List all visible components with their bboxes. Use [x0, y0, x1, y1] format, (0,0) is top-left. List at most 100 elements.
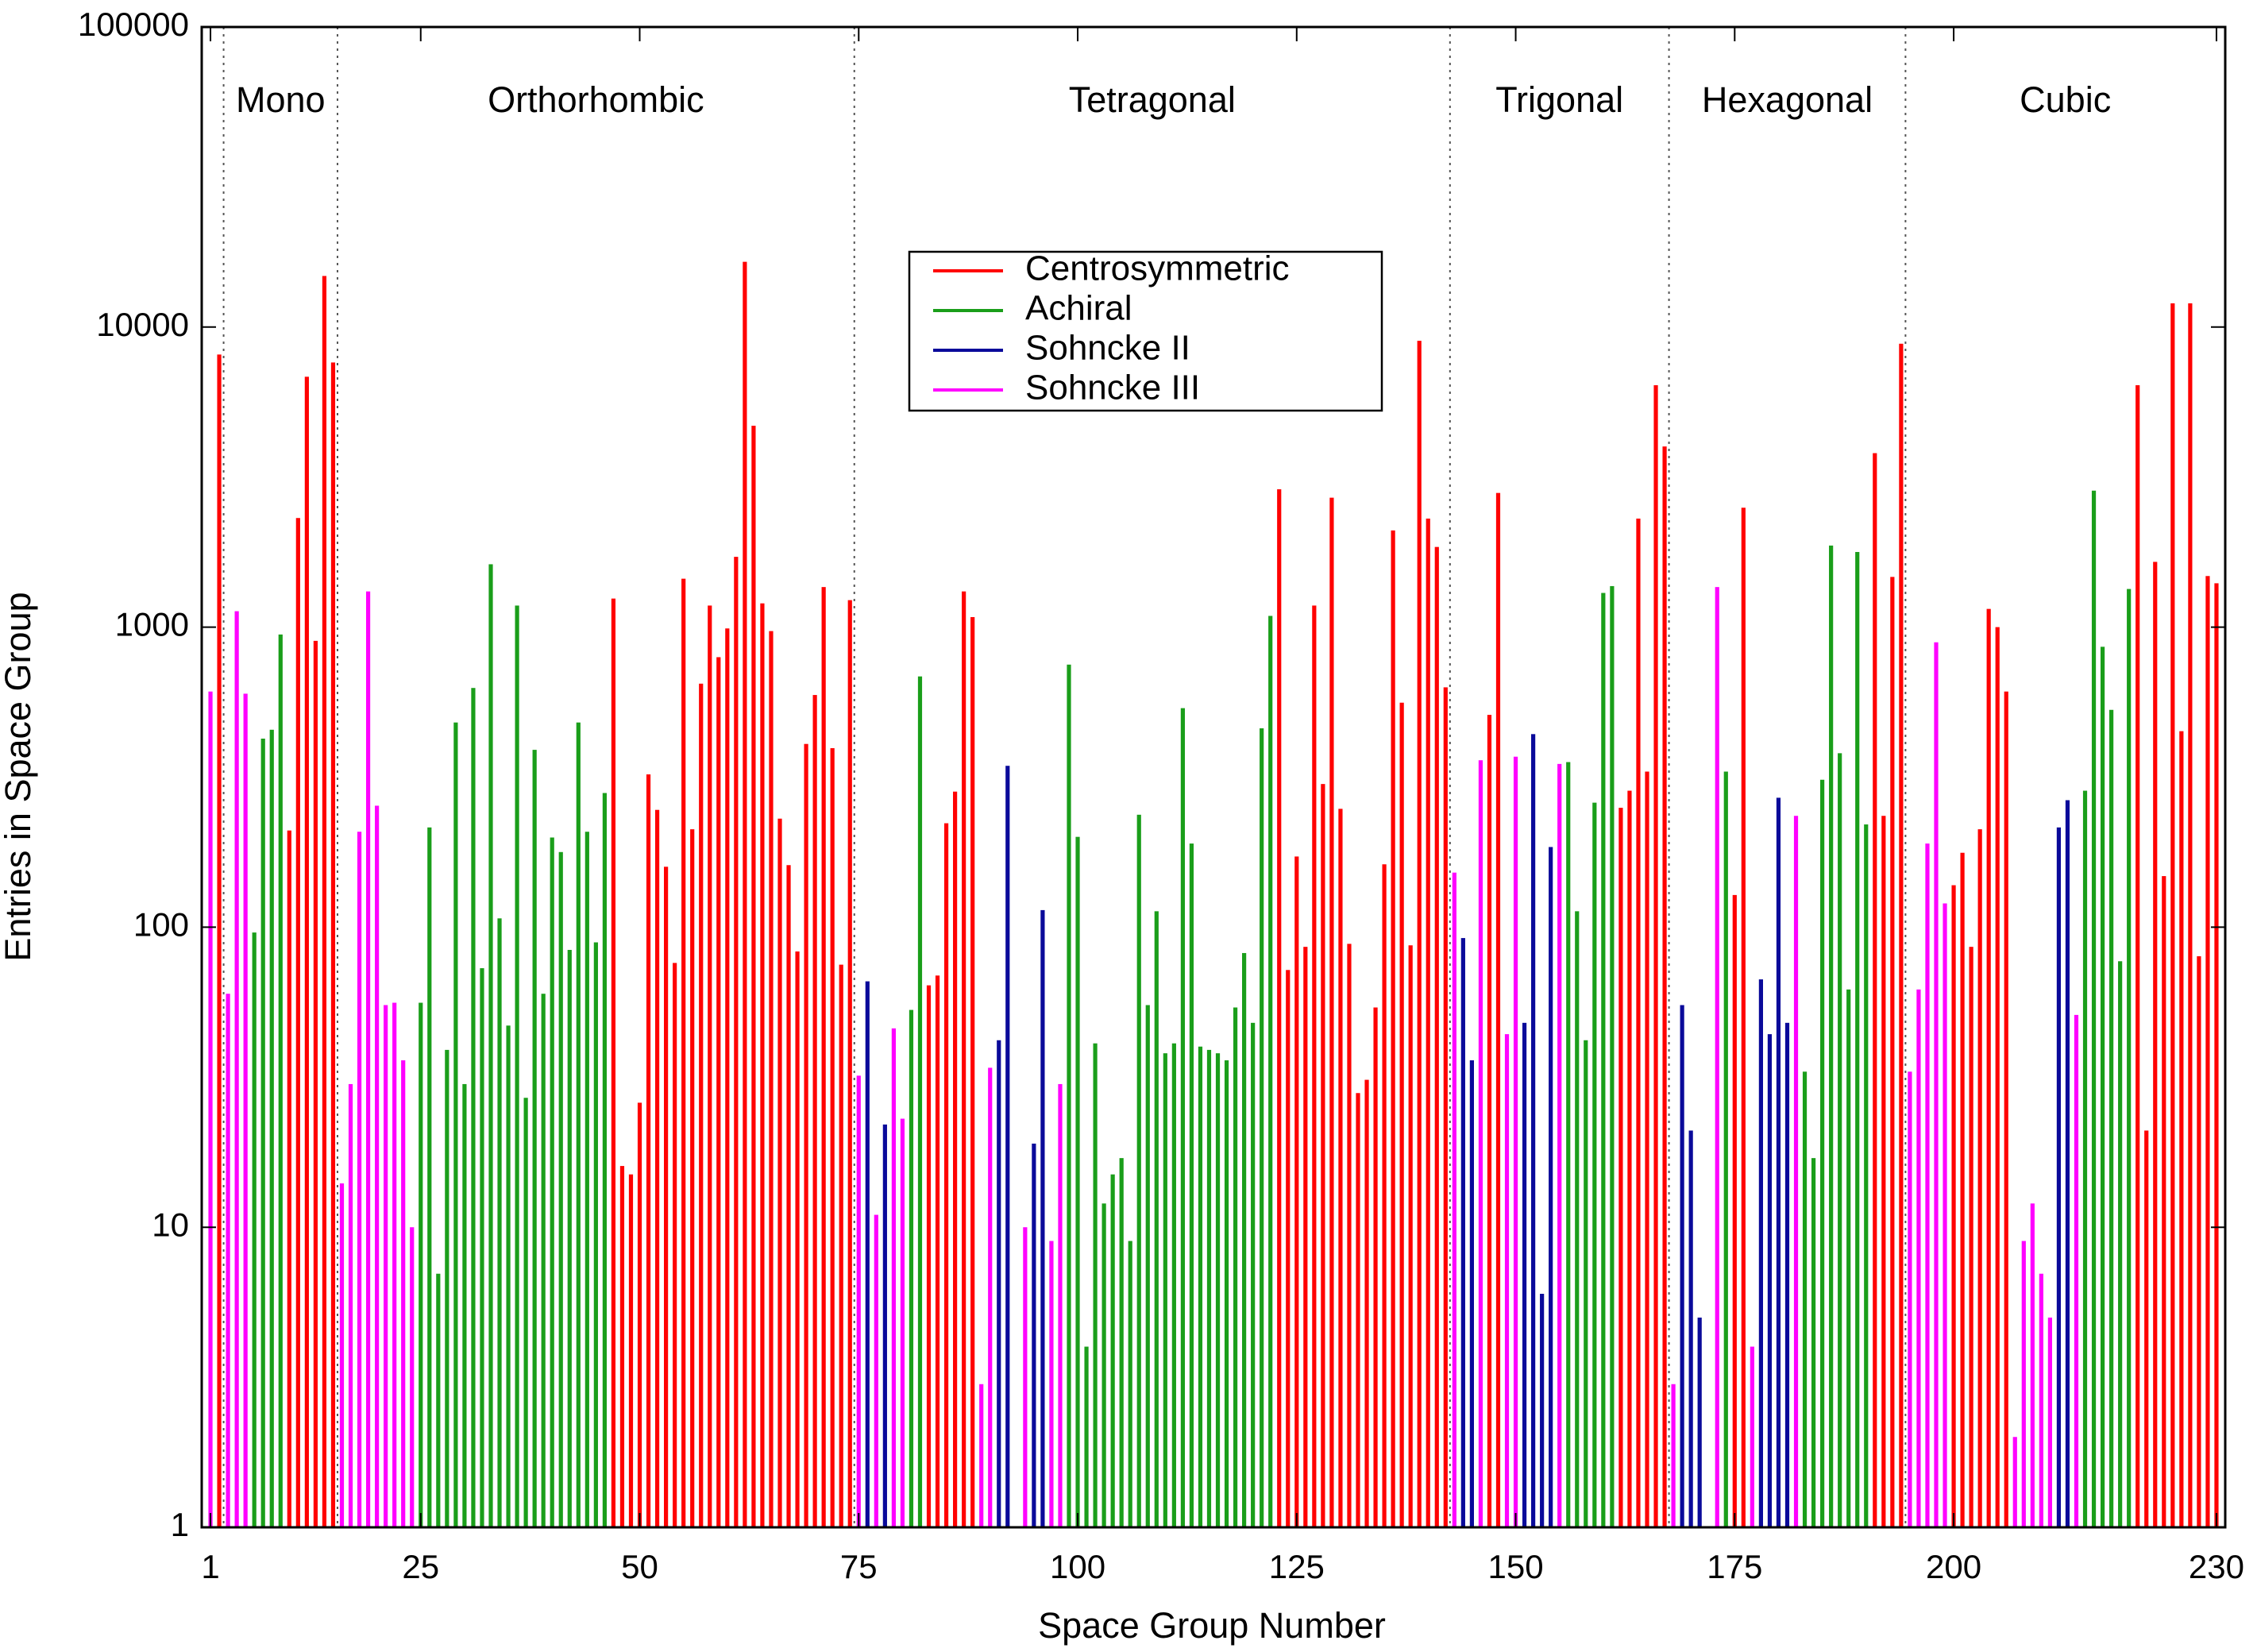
- bar: [2188, 303, 2193, 1528]
- bar: [1977, 829, 1982, 1527]
- bar: [497, 918, 502, 1527]
- bar: [226, 994, 230, 1527]
- bar: [1084, 1346, 1089, 1527]
- bar: [1347, 944, 1352, 1527]
- bar: [777, 818, 782, 1527]
- bar: [532, 750, 537, 1527]
- bar: [330, 362, 336, 1527]
- y-tick-label: 1: [171, 1506, 189, 1543]
- bar: [410, 1227, 415, 1527]
- bar: [1767, 1034, 1773, 1527]
- bar: [2091, 490, 2097, 1528]
- bar: [2170, 303, 2175, 1528]
- bar: [1294, 856, 1299, 1527]
- bar: [962, 591, 966, 1527]
- bar: [1627, 790, 1632, 1527]
- bar: [1233, 1007, 1238, 1527]
- x-tick-label: 200: [1926, 1548, 1981, 1585]
- bar: [1251, 1022, 1256, 1527]
- bar: [1110, 1174, 1115, 1527]
- bar: [673, 963, 677, 1527]
- bar: [1671, 1384, 1676, 1527]
- bar: [2162, 876, 2166, 1527]
- bar: [375, 805, 380, 1527]
- bar: [295, 518, 300, 1527]
- section-label: Mono: [236, 79, 326, 120]
- bar: [1522, 1022, 1527, 1527]
- bar: [646, 774, 651, 1527]
- bar: [1916, 989, 1921, 1527]
- bar: [384, 1005, 388, 1527]
- bar: [1426, 518, 1430, 1527]
- bar: [585, 832, 589, 1527]
- bar: [1329, 497, 1334, 1527]
- bar: [628, 1174, 634, 1527]
- bar: [1224, 1060, 1229, 1527]
- bar: [874, 1214, 878, 1527]
- bar: [1820, 779, 1825, 1527]
- x-tick-label: 175: [1707, 1548, 1762, 1585]
- legend-box: [908, 250, 1383, 412]
- section-label: Orthorhombic: [488, 79, 704, 120]
- bar: [690, 829, 695, 1527]
- bar: [523, 1098, 528, 1527]
- x-tick-label: 75: [840, 1548, 878, 1585]
- bar: [751, 426, 756, 1527]
- bar: [891, 1028, 896, 1527]
- bar: [550, 837, 554, 1527]
- x-tick-label: 125: [1269, 1548, 1325, 1585]
- plot-frame: [200, 25, 2227, 1529]
- bar: [1303, 947, 1308, 1527]
- x-tick-label: 100: [1050, 1548, 1105, 1585]
- bar: [1487, 715, 1492, 1527]
- bar: [1189, 843, 1194, 1527]
- section-label: Tetragonal: [1069, 79, 1236, 120]
- bar: [1697, 1317, 1702, 1527]
- bar: [1829, 545, 1834, 1528]
- bar: [365, 591, 371, 1527]
- bar: [856, 1075, 861, 1527]
- bar: [882, 1124, 887, 1527]
- bar: [2127, 589, 2132, 1527]
- bar: [2004, 691, 2008, 1527]
- bar: [576, 722, 581, 1527]
- bar: [567, 950, 572, 1527]
- bar: [619, 1166, 625, 1527]
- bar: [1723, 771, 1728, 1527]
- bar: [1986, 608, 1991, 1527]
- bar: [1163, 1053, 1167, 1527]
- bar: [348, 1083, 353, 1527]
- bar: [1408, 945, 1413, 1527]
- bar: [1417, 341, 1422, 1528]
- bar: [988, 1067, 993, 1527]
- bar: [2074, 1014, 2079, 1527]
- bar: [392, 1002, 397, 1527]
- legend-label: Sohncke III: [1025, 369, 1200, 407]
- bar: [1969, 947, 1973, 1527]
- bar: [804, 743, 808, 1527]
- bar: [541, 994, 546, 1527]
- bar: [1286, 970, 1291, 1527]
- bar: [909, 1009, 914, 1527]
- bar: [1838, 753, 1842, 1527]
- bar: [488, 564, 493, 1527]
- bar: [943, 823, 949, 1527]
- bar: [708, 605, 712, 1527]
- bar: [1943, 903, 1947, 1527]
- bar: [1864, 824, 1869, 1527]
- bar: [1101, 1203, 1106, 1527]
- bar: [1855, 551, 1860, 1527]
- bar: [664, 867, 669, 1527]
- y-tick-label: 1000: [115, 606, 189, 643]
- bar: [1784, 1022, 1790, 1527]
- bar: [1495, 492, 1501, 1527]
- bar: [839, 964, 843, 1527]
- bar: [1040, 909, 1045, 1527]
- bar: [471, 688, 476, 1527]
- bar: [1960, 852, 1965, 1527]
- bar: [1443, 687, 1448, 1527]
- bar: [1758, 979, 1763, 1527]
- bar: [812, 695, 817, 1527]
- y-tick-label: 100000: [78, 6, 189, 43]
- bar: [1504, 1034, 1510, 1527]
